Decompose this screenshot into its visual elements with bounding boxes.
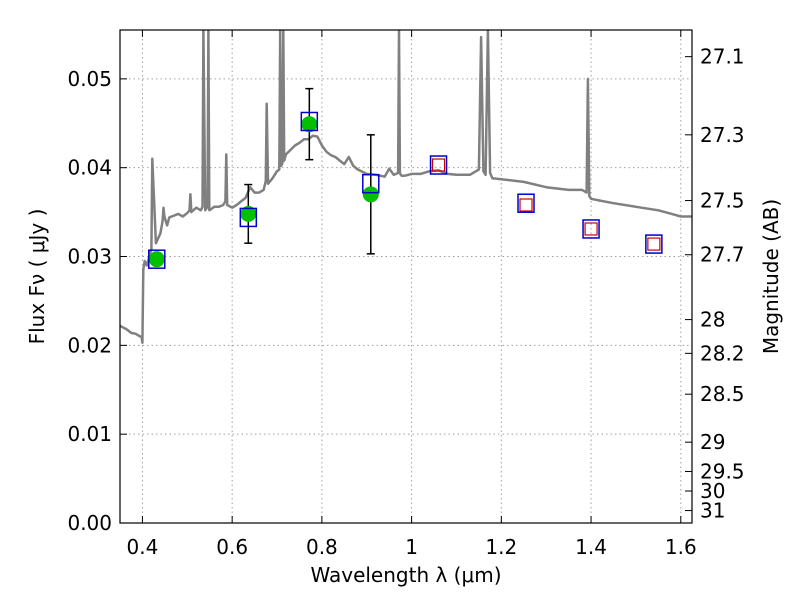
x-tick-label: 0.6 [216, 535, 248, 559]
y2-tick-label: 29.5 [700, 459, 745, 483]
x-tick-label: 1.2 [485, 535, 517, 559]
y2-tick-label: 28.5 [700, 382, 745, 406]
model-flux-box [429, 155, 448, 175]
y2-axis-label: Magnitude (AB) [759, 199, 783, 354]
model-flux-box [582, 219, 600, 239]
y2-tick-label: 27.5 [700, 189, 745, 213]
y-tick-label: 0.02 [67, 333, 112, 357]
model-flux-box [239, 207, 258, 228]
ir-flux-box [647, 237, 661, 251]
x-tick-label: 0.4 [127, 535, 159, 559]
model-flux-box [362, 173, 380, 194]
model-flux-box [517, 193, 535, 213]
y2-tick-label: 27.1 [700, 45, 745, 69]
observed-flux-point [301, 116, 318, 133]
grid [120, 30, 692, 524]
ir-flux-box [584, 222, 598, 236]
x-tick-label: 1.4 [575, 535, 607, 559]
ir-flux-box [431, 158, 446, 172]
x-tick-label: 0.8 [306, 535, 338, 559]
photometry-layer [148, 87, 663, 269]
y-tick-label: 0.01 [67, 422, 112, 446]
x-tick-label: 1.6 [665, 535, 697, 559]
y2-tick-label: 31 [700, 499, 725, 523]
sed-model-line [120, 30, 692, 344]
model-flux-box [148, 249, 166, 269]
observed-flux-point [362, 186, 379, 203]
model-flux-box [300, 111, 319, 132]
y2-tick-label: 29 [700, 430, 725, 454]
model-flux-box [645, 234, 663, 254]
y-tick-label: 0.05 [67, 67, 112, 91]
y2-tick-label: 27.7 [700, 243, 745, 267]
x-axis-label: Wavelength λ (μm) [310, 563, 501, 587]
y2-tick-label: 30 [700, 479, 725, 503]
sed-model-layer [120, 30, 692, 344]
observed-flux-point [240, 205, 257, 222]
plot-frame [119, 29, 693, 524]
y-tick-label: 0.03 [67, 245, 112, 269]
observed-flux-point [148, 251, 165, 268]
y-axis-label: Flux Fν ( μJy ) [25, 209, 49, 345]
ticks: 0.4 0.6 0.8 1 1.2 1.4 1.6 0.00 0.01 0.02 0.03 0.04 0… [67, 30, 745, 559]
y2-tick-label: 28 [700, 308, 725, 332]
x-tick-label: 1 [405, 535, 418, 559]
y-tick-label: 0.04 [67, 156, 112, 180]
y-tick-label: 0.00 [67, 511, 112, 535]
y2-tick-label: 28.2 [700, 341, 745, 365]
ir-flux-box [519, 198, 533, 212]
y2-tick-label: 27.3 [700, 123, 745, 147]
